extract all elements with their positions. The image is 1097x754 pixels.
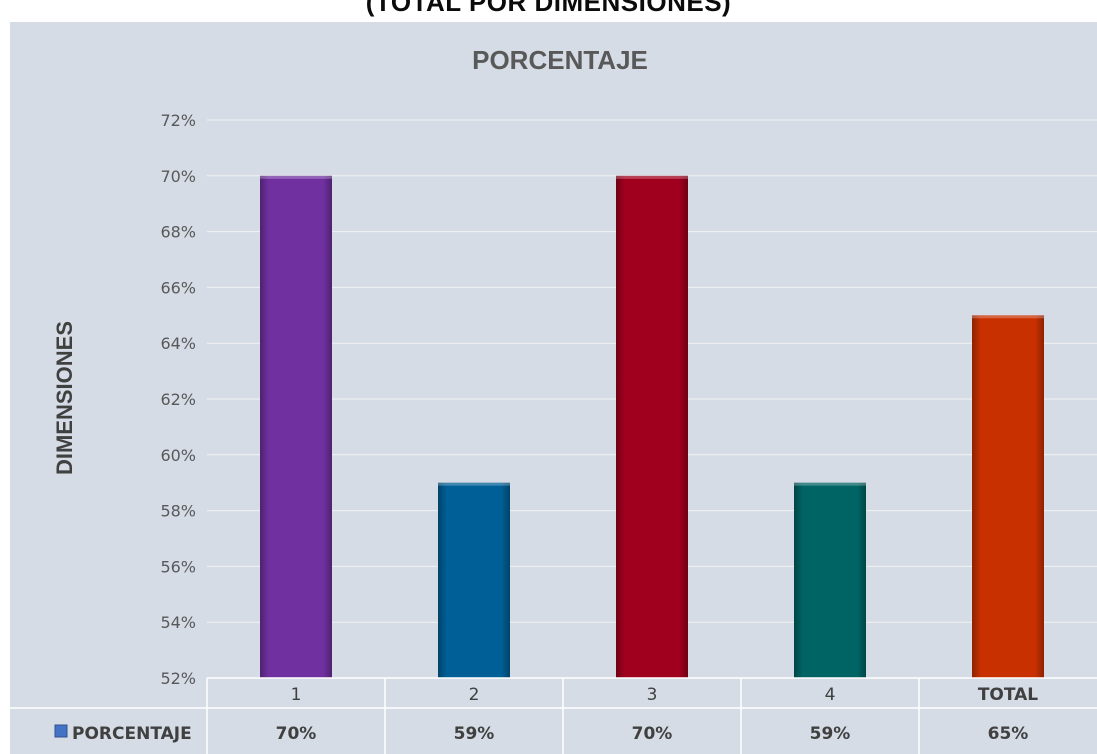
y-tick-label: 72% — [160, 111, 196, 130]
bar-top-highlight — [794, 482, 866, 486]
x-category-label: 2 — [469, 685, 480, 705]
y-tick-label: 68% — [160, 223, 196, 242]
bar-top-highlight — [260, 175, 332, 179]
bar-2 — [438, 482, 510, 678]
y-axis-ticks: 52% 54% 56% 58% 60% 62% 64% 66% 68% 70% 72% — [160, 111, 196, 688]
y-axis-label: DIMENSIONES — [52, 321, 77, 475]
data-table-value: 70% — [632, 724, 673, 744]
y-tick-label: 64% — [160, 334, 196, 353]
bar-total — [972, 315, 1044, 678]
bars — [260, 175, 1044, 679]
bar-top-highlight — [972, 315, 1044, 319]
data-table-value: 70% — [276, 724, 317, 744]
bar-chart: PORCENTAJE DIMENSIONES 52% 54% 56% 58% 60% 62… — [10, 45, 1097, 754]
y-tick-label: 54% — [160, 613, 196, 632]
y-tick-label: 60% — [160, 446, 196, 465]
legend-key — [54, 724, 68, 738]
data-table-value: 65% — [988, 724, 1029, 744]
y-tick-label: 70% — [160, 167, 196, 186]
y-tick-label: 58% — [160, 502, 196, 521]
data-table: 1 70% 2 59% 3 70% 4 59% TOTAL 65% PORCENTAJE — [10, 677, 1097, 754]
y-tick-label: 52% — [160, 669, 196, 688]
data-table-value: 59% — [454, 724, 495, 744]
x-category-label: 1 — [291, 685, 302, 705]
data-table-value: 59% — [810, 724, 851, 744]
x-category-label: 3 — [647, 685, 658, 705]
y-tick-label: 56% — [160, 557, 196, 576]
bar-1 — [260, 175, 332, 679]
bar-4 — [794, 482, 866, 678]
x-category-label: TOTAL — [978, 685, 1038, 705]
bar-top-highlight — [438, 482, 510, 486]
outer-title: (TOTAL POR DIMENSIONES) — [365, 0, 732, 17]
series-name-label: PORCENTAJE — [72, 724, 192, 744]
chart-title: PORCENTAJE — [472, 45, 648, 75]
y-tick-label: 66% — [160, 278, 196, 297]
chart-area: PORCENTAJE DIMENSIONES 52% 54% 56% 58% 60% 62… — [10, 22, 1097, 754]
bar-top-highlight — [616, 175, 688, 179]
y-tick-label: 62% — [160, 390, 196, 409]
x-category-label: 4 — [825, 685, 836, 705]
bar-3 — [616, 175, 688, 679]
